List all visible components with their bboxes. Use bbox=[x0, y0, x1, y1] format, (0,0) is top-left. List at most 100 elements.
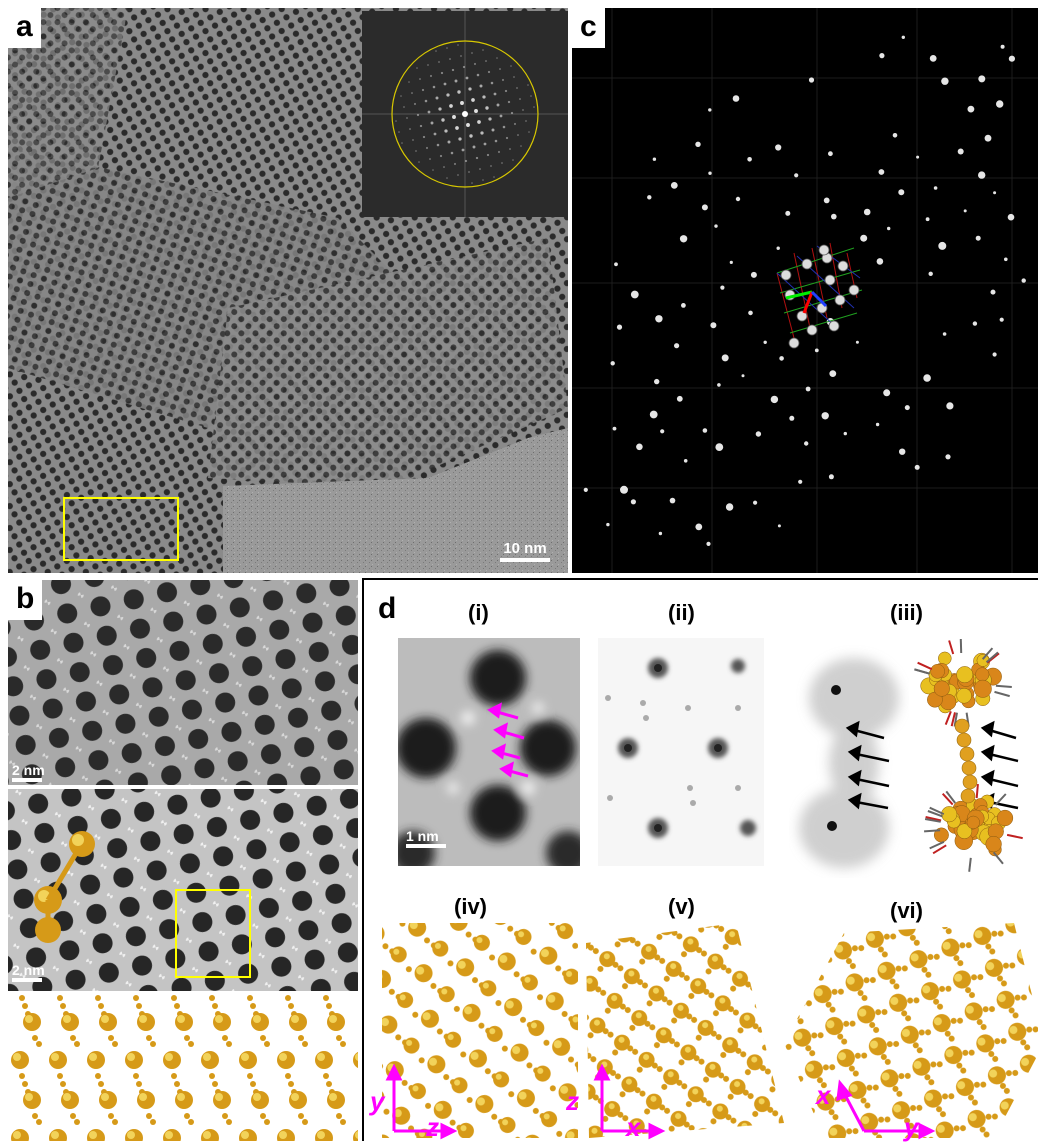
fft-spot bbox=[497, 104, 500, 107]
reciprocal-spot bbox=[617, 325, 622, 330]
reciprocal-spot bbox=[631, 499, 636, 504]
panel-d-sub-iv: (iv) bbox=[454, 894, 487, 920]
reciprocal-spot bbox=[710, 322, 716, 328]
reciprocal-spot bbox=[684, 459, 688, 463]
fft-spot bbox=[431, 122, 434, 125]
fft-spot bbox=[519, 98, 521, 100]
fft-spot bbox=[429, 158, 431, 160]
fft-spot bbox=[398, 131, 400, 133]
panel-b-scale-bar-mid: 2 nm bbox=[12, 962, 52, 982]
reciprocal-spot bbox=[730, 261, 733, 264]
reciprocal-spot bbox=[856, 341, 859, 344]
panel-b-scale-bar-top: 2 nm bbox=[12, 762, 52, 782]
gold-atom bbox=[957, 688, 972, 703]
fft-spot bbox=[412, 139, 414, 141]
reciprocal-spot bbox=[815, 349, 819, 353]
reciprocal-spot bbox=[671, 182, 678, 189]
reciprocal-spot bbox=[647, 195, 651, 199]
fft-spot bbox=[460, 55, 462, 57]
panel-d-iii-image bbox=[784, 628, 1038, 878]
panel-b-scale-line-mid bbox=[12, 978, 42, 982]
fft-spot bbox=[401, 142, 403, 144]
molecule-model bbox=[914, 639, 1022, 872]
fft-spot bbox=[510, 65, 512, 67]
panel-c: c bbox=[572, 8, 1038, 573]
fft-spot bbox=[465, 160, 467, 162]
fft-spot bbox=[471, 52, 473, 54]
fft-spot bbox=[469, 134, 472, 137]
axis-label-iv-z: z bbox=[426, 1112, 439, 1143]
fft-spot bbox=[420, 125, 422, 127]
panel-b-top-image bbox=[8, 580, 358, 785]
reciprocal-spot bbox=[879, 53, 884, 58]
reciprocal-spot bbox=[877, 258, 884, 265]
gold-atom bbox=[986, 836, 1002, 852]
reciprocal-spot bbox=[822, 412, 829, 419]
fft-spot bbox=[444, 129, 447, 132]
panel-b: b 2 nm 2 nm bbox=[8, 580, 358, 1141]
fft-spot bbox=[505, 90, 507, 92]
fft-spot bbox=[508, 101, 510, 103]
panel-b-scale-line-top bbox=[12, 778, 42, 782]
reciprocal-spot bbox=[828, 151, 833, 156]
fft-spot bbox=[446, 177, 448, 179]
fft-spot bbox=[480, 131, 483, 134]
reciprocal-spot bbox=[806, 387, 811, 392]
fft-spot bbox=[480, 85, 483, 88]
reciprocal-spot bbox=[611, 361, 615, 365]
fft-spot bbox=[454, 163, 456, 165]
fft-spot bbox=[514, 123, 516, 125]
reciprocal-spot bbox=[613, 427, 617, 431]
panel-d-ii-image bbox=[598, 638, 764, 866]
reciprocal-spot bbox=[1001, 45, 1005, 49]
panel-a-scale-bar: 10 nm bbox=[500, 540, 550, 562]
reciprocal-spot bbox=[674, 343, 679, 348]
reciprocal-spot bbox=[829, 370, 836, 377]
fft-spot bbox=[492, 129, 495, 132]
fft-spot bbox=[525, 120, 527, 122]
reciprocal-spot bbox=[654, 379, 659, 384]
fft-spot bbox=[491, 82, 494, 85]
fft-spot bbox=[406, 117, 408, 119]
reciprocal-spot bbox=[902, 36, 905, 39]
reciprocal-spot bbox=[893, 133, 898, 138]
gold-atom bbox=[974, 680, 991, 697]
fft-spot bbox=[457, 90, 460, 93]
fft-spot bbox=[501, 162, 503, 164]
fft-spot bbox=[438, 61, 440, 63]
panel-d-scale-line bbox=[406, 844, 446, 848]
reciprocal-spot bbox=[804, 441, 808, 445]
fft-spot bbox=[487, 154, 489, 156]
panel-c-label: c bbox=[572, 8, 605, 48]
fft-spot bbox=[522, 109, 524, 111]
panel-b-scale-text-mid: 2 nm bbox=[12, 962, 52, 978]
fft-spot bbox=[449, 58, 451, 60]
fft-spot bbox=[446, 47, 448, 49]
fft-spot bbox=[455, 126, 459, 130]
reciprocal-spot bbox=[677, 396, 683, 402]
reciprocal-spot bbox=[714, 224, 717, 227]
panel-a: a 10 nm bbox=[8, 8, 568, 573]
axis-label-vi-x: x bbox=[816, 1080, 830, 1111]
reciprocal-spot bbox=[702, 204, 708, 210]
axis-label-iv-y: y bbox=[370, 1086, 384, 1117]
fft-spot bbox=[423, 136, 425, 138]
reciprocal-spot bbox=[978, 171, 985, 178]
axis-vector-red bbox=[804, 292, 812, 313]
reciprocal-spot bbox=[860, 235, 867, 242]
fft-spot bbox=[482, 95, 485, 98]
reciprocal-spot bbox=[993, 352, 997, 356]
fft-spot bbox=[512, 159, 514, 161]
reciprocal-spot bbox=[831, 214, 837, 220]
reciprocal-spot bbox=[695, 524, 702, 531]
fft-spot bbox=[418, 161, 420, 163]
fft-spot bbox=[395, 120, 397, 122]
panel-d-scale-text: 1 nm bbox=[406, 828, 446, 844]
reciprocal-spot bbox=[923, 374, 931, 382]
panel-d-sub-iii: (iii) bbox=[890, 600, 923, 626]
fft-spot bbox=[488, 71, 490, 73]
axis-label-v-x: x bbox=[626, 1112, 640, 1143]
reciprocal-spot bbox=[864, 209, 871, 216]
fft-spot bbox=[490, 165, 492, 167]
panel-b-scale-text-top: 2 nm bbox=[12, 762, 52, 778]
